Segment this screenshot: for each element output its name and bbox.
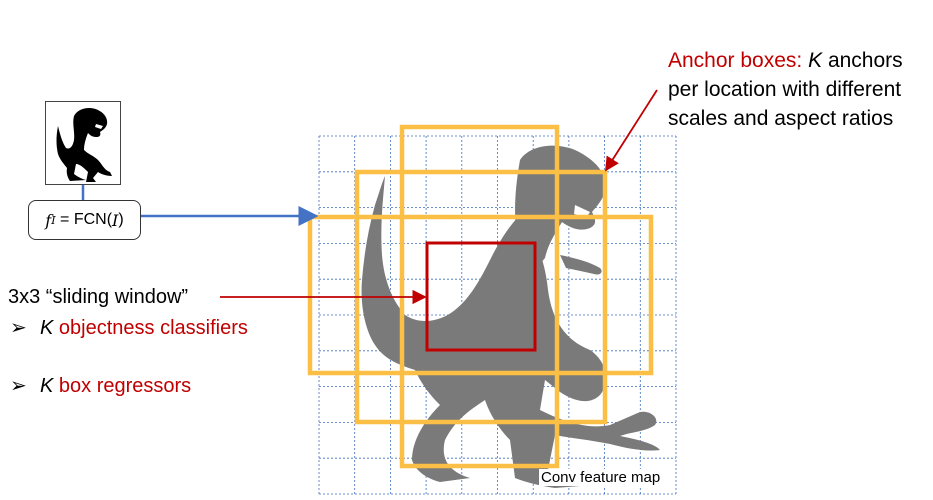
- bullet-box-regressors: ➢ K box regressors: [10, 373, 191, 398]
- fcn-f-subscript: I: [51, 213, 56, 227]
- anchor-label-line-3: scales and aspect ratios: [668, 107, 894, 130]
- anchor-box-wide: [307, 214, 654, 376]
- bullet-arrow-icon: ➢: [10, 317, 27, 339]
- anchor-label-line-1: Anchor boxes: K anchors: [668, 46, 930, 75]
- anchor-boxes-label: Anchor boxes: K anchors per location wit…: [668, 46, 930, 133]
- dinosaur-icon: [56, 108, 112, 182]
- input-image-thumbnail: [45, 101, 121, 185]
- dinosaur-silhouette: [361, 145, 660, 488]
- fcn-argument: I: [112, 210, 119, 230]
- anchor-boxes: [307, 124, 654, 469]
- bullet-text: box regressors: [53, 375, 192, 397]
- bullet-k: K: [40, 375, 54, 397]
- fcn-equals-text: = FCN(: [55, 211, 113, 228]
- bullet-objectness: ➢ K objectness classifiers: [10, 315, 248, 340]
- fcn-close-paren: ): [118, 211, 124, 228]
- bullet-text: objectness classifiers: [53, 317, 248, 339]
- anchor-arrow: [605, 89, 658, 172]
- anchor-label-line-2: per location with different: [668, 78, 902, 101]
- anchor-label-line1-rest: anchors: [822, 49, 903, 72]
- bullet-k: K: [40, 317, 54, 339]
- anchor-label-k: K: [808, 49, 823, 72]
- sliding-window-box: [425, 241, 537, 352]
- fcn-f-symbol: f: [45, 210, 52, 230]
- sliding-window-label: 3x3 “sliding window”: [8, 286, 189, 308]
- bullet-arrow-icon: ➢: [10, 375, 27, 397]
- anchor-label-prefix: Anchor boxes:: [668, 49, 809, 72]
- feature-map-grid: [318, 135, 677, 495]
- feature-map-caption: Conv feature map: [539, 469, 663, 486]
